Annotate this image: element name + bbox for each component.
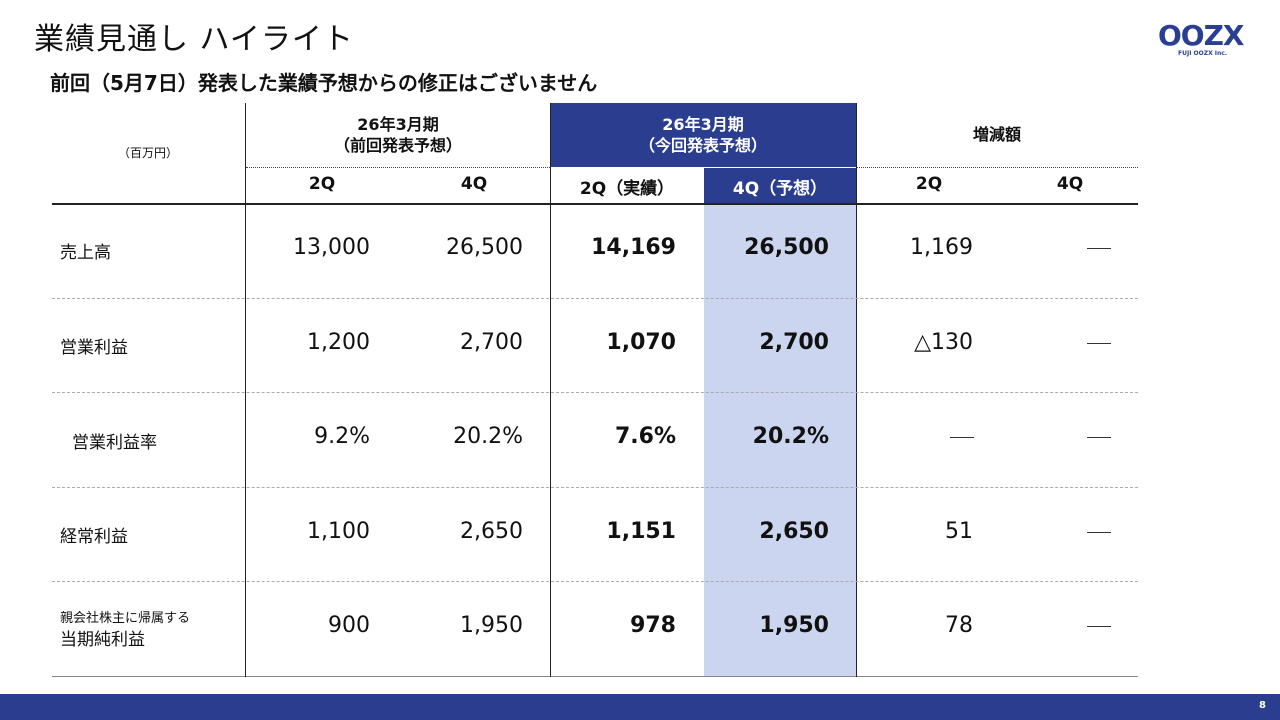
logo-text: OOZX [1158,19,1245,52]
row-label-sales: 売上高 [60,243,111,263]
cell-sales-curr-4q: 26,500 [744,235,829,260]
cell-net-diff-2q: 78 [945,613,973,638]
column-divider [245,103,246,677]
row-separator [52,298,1138,299]
current-forecast-header-bg [550,103,856,167]
cell-op-prev-4q: 2,700 [460,330,523,355]
row-label-net-income: 当期純利益 [60,630,145,650]
row-label-ordinary-profit: 経常利益 [60,527,128,547]
row-separator [52,392,1138,393]
cell-ord-curr-4q: 2,650 [759,519,829,544]
highlight-subheader-bg [704,168,856,204]
logo-subtext: FUJI OOZX Inc. [1178,50,1228,57]
company-logo: OOZX FUJI OOZX Inc. [1158,22,1248,62]
cell-margin-curr-2q: 7.6% [614,424,676,449]
cell-net-prev-4q: 1,950 [460,613,523,638]
cell-sales-curr-2q: 14,169 [591,235,676,260]
cell-op-prev-2q: 1,200 [307,330,370,355]
column-divider [856,103,857,677]
forecast-table: 26年3月期 （前回発表予想） 26年3月期 （今回発表予想） 増減額 （百万円… [52,103,1138,677]
cell-op-diff-4q [1087,343,1111,344]
cell-margin-curr-4q: 20.2% [752,424,829,449]
cell-ord-prev-4q: 2,650 [460,519,523,544]
header-current-forecast: 26年3月期 （今回発表予想） [638,115,767,155]
cell-sales-diff-2q: 1,169 [910,235,973,260]
header-bottom-rule [52,203,1138,205]
header-divider [246,167,550,168]
subheader-curr-2q: 2Q（実績） [579,179,675,199]
cell-net-prev-2q: 900 [328,613,370,638]
subheader-curr-4q: 4Q（予想） [732,179,828,199]
row-label-net-income-prefix: 親会社株主に帰属する [60,611,191,626]
highlight-column-bg [704,168,856,676]
header-divider [856,167,1138,168]
cell-margin-prev-4q: 20.2% [453,424,523,449]
row-label-operating-profit: 営業利益 [60,338,128,358]
cell-ord-diff-2q: 51 [945,519,973,544]
row-label-operating-margin: 営業利益率 [72,433,157,453]
cell-ord-prev-2q: 1,100 [307,519,370,544]
column-divider [550,103,551,677]
cell-margin-diff-2q [950,437,974,438]
header-difference: 増減額 [972,125,1021,144]
cell-sales-prev-4q: 26,500 [446,235,523,260]
subheader-prev-2q: 2Q [308,174,336,194]
cell-op-curr-4q: 2,700 [759,330,829,355]
page-number: 8 [1259,700,1266,711]
cell-margin-prev-2q: 9.2% [314,424,370,449]
cell-net-curr-2q: 978 [630,613,676,638]
cell-net-diff-4q [1087,626,1111,627]
page-title: 業績見通し ハイライト [34,22,354,57]
unit-label: （百万円） [118,146,179,160]
subheader-prev-4q: 4Q [460,174,488,194]
header-prev-forecast: 26年3月期 （前回発表予想） [333,115,462,155]
cell-sales-prev-2q: 13,000 [293,235,370,260]
cell-margin-diff-4q [1087,437,1111,438]
cell-op-curr-2q: 1,070 [606,330,676,355]
cell-ord-curr-2q: 1,151 [606,519,676,544]
table-bottom-rule [52,676,1138,677]
subheader-diff-2q: 2Q [915,174,943,194]
footer-bar: 8 [0,694,1280,720]
row-separator [52,581,1138,582]
subheader-diff-4q: 4Q [1056,174,1084,194]
cell-net-curr-4q: 1,950 [759,613,829,638]
cell-ord-diff-4q [1087,532,1111,533]
page-subtitle: 前回（5月7日）発表した業績予想からの修正はございません [50,71,598,95]
cell-op-diff-2q: △130 [914,330,973,355]
row-separator [52,487,1138,488]
cell-sales-diff-4q [1087,248,1111,249]
